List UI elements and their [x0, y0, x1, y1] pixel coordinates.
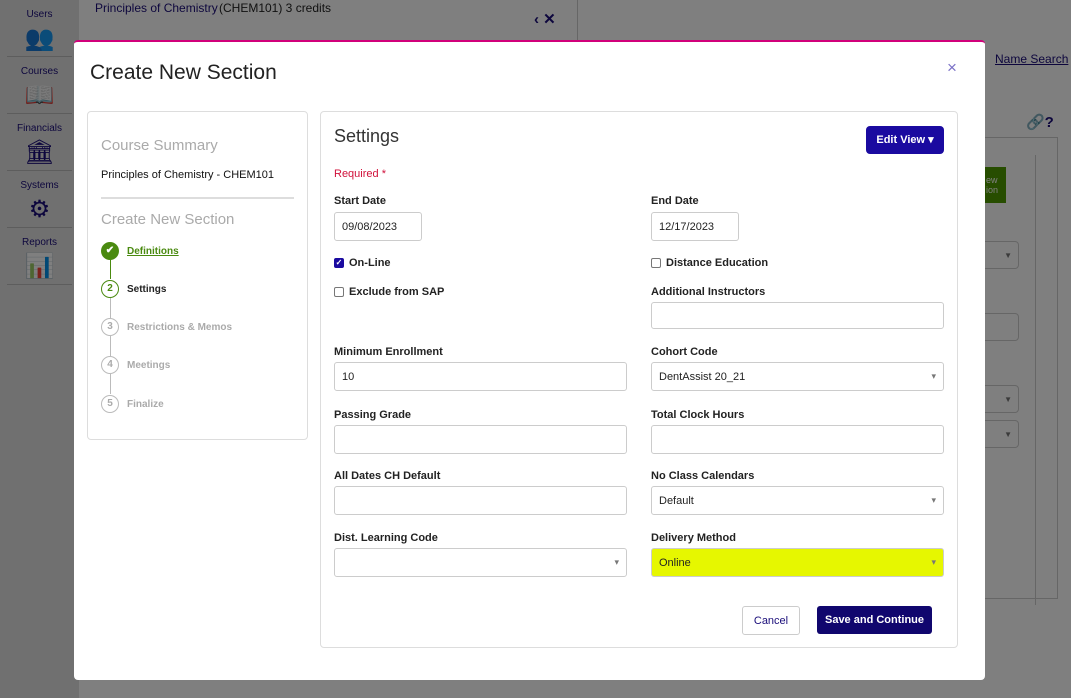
- step-label: Meetings: [127, 359, 171, 371]
- divider: [101, 197, 294, 199]
- cancel-button[interactable]: Cancel: [742, 606, 800, 635]
- additional-instructors-input[interactable]: [651, 302, 944, 329]
- passing-grade-label: Passing Grade: [334, 409, 412, 421]
- step-label: Finalize: [127, 398, 164, 410]
- step-number: 5: [101, 395, 119, 413]
- course-name: Principles of Chemistry - CHEM101: [101, 169, 274, 181]
- course-summary-panel: Course Summary Principles of Chemistry -…: [87, 111, 308, 440]
- step-number: 2: [101, 280, 119, 298]
- select-value: Default: [659, 495, 694, 507]
- no-class-calendars-select[interactable]: Default: [651, 486, 944, 515]
- step-meetings: 4 Meetings: [101, 356, 170, 374]
- step-number: 3: [101, 318, 119, 336]
- total-clock-hours-label: Total Clock Hours: [651, 409, 745, 421]
- step-definitions[interactable]: ✔ Definitions: [101, 242, 179, 260]
- online-checkbox[interactable]: ✓ On-Line: [334, 257, 391, 269]
- delivery-method-select[interactable]: Online: [651, 548, 944, 577]
- checkbox-label: Distance Education: [666, 257, 769, 269]
- step-finalize: 5 Finalize: [101, 395, 164, 413]
- steps-heading: Create New Section: [101, 211, 235, 228]
- step-connector: [110, 374, 111, 394]
- min-enrollment-input[interactable]: 10: [334, 362, 627, 391]
- checkbox-checked-icon: ✓: [334, 258, 344, 268]
- step-connector: [110, 259, 111, 279]
- check-icon: ✔: [101, 242, 119, 260]
- step-connector: [110, 336, 111, 356]
- total-clock-hours-input[interactable]: [651, 425, 944, 454]
- end-date-input[interactable]: 12/17/2023: [651, 212, 739, 241]
- required-note: Required *: [334, 168, 386, 180]
- select-value: Online: [659, 557, 691, 569]
- checkbox-label: On-Line: [349, 257, 391, 269]
- step-settings: 2 Settings: [101, 280, 166, 298]
- min-enrollment-label: Minimum Enrollment: [334, 346, 443, 358]
- distance-education-checkbox[interactable]: Distance Education: [651, 257, 768, 269]
- settings-heading: Settings: [334, 126, 400, 146]
- cohort-code-label: Cohort Code: [651, 346, 718, 358]
- dist-learning-code-label: Dist. Learning Code: [334, 532, 438, 544]
- dist-learning-code-select[interactable]: [334, 548, 627, 577]
- additional-instructors-label: Additional Instructors: [651, 286, 766, 298]
- exclude-sap-checkbox[interactable]: Exclude from SAP: [334, 286, 444, 298]
- step-label: Settings: [127, 283, 167, 295]
- passing-grade-input[interactable]: [334, 425, 627, 454]
- modal-title: Create New Section: [90, 61, 277, 84]
- start-date-label: Start Date: [334, 195, 386, 207]
- all-dates-ch-label: All Dates CH Default: [334, 470, 441, 482]
- checkbox-icon: [651, 258, 661, 268]
- save-and-continue-button[interactable]: Save and Continue: [817, 606, 932, 634]
- checkbox-label: Exclude from SAP: [349, 286, 445, 298]
- step-connector: [110, 298, 111, 318]
- select-value: DentAssist 20_21: [659, 371, 746, 383]
- no-class-calendars-label: No Class Calendars: [651, 470, 755, 482]
- delivery-method-label: Delivery Method: [651, 532, 736, 544]
- cohort-code-select[interactable]: DentAssist 20_21: [651, 362, 944, 391]
- step-number: 4: [101, 356, 119, 374]
- step-label: Definitions: [127, 245, 179, 257]
- start-date-input[interactable]: 09/08/2023: [334, 212, 422, 241]
- close-icon[interactable]: ×: [947, 58, 957, 77]
- edit-view-button[interactable]: Edit View ▾: [866, 126, 944, 154]
- summary-heading: Course Summary: [101, 137, 218, 154]
- step-restrictions: 3 Restrictions & Memos: [101, 318, 232, 336]
- end-date-label: End Date: [651, 195, 699, 207]
- checkbox-icon: [334, 287, 344, 297]
- step-label: Restrictions & Memos: [127, 321, 233, 333]
- create-section-modal: Create New Section × Course Summary Prin…: [74, 40, 985, 680]
- all-dates-ch-input[interactable]: [334, 486, 627, 515]
- settings-panel: Settings Edit View ▾ Required * Start Da…: [320, 111, 958, 648]
